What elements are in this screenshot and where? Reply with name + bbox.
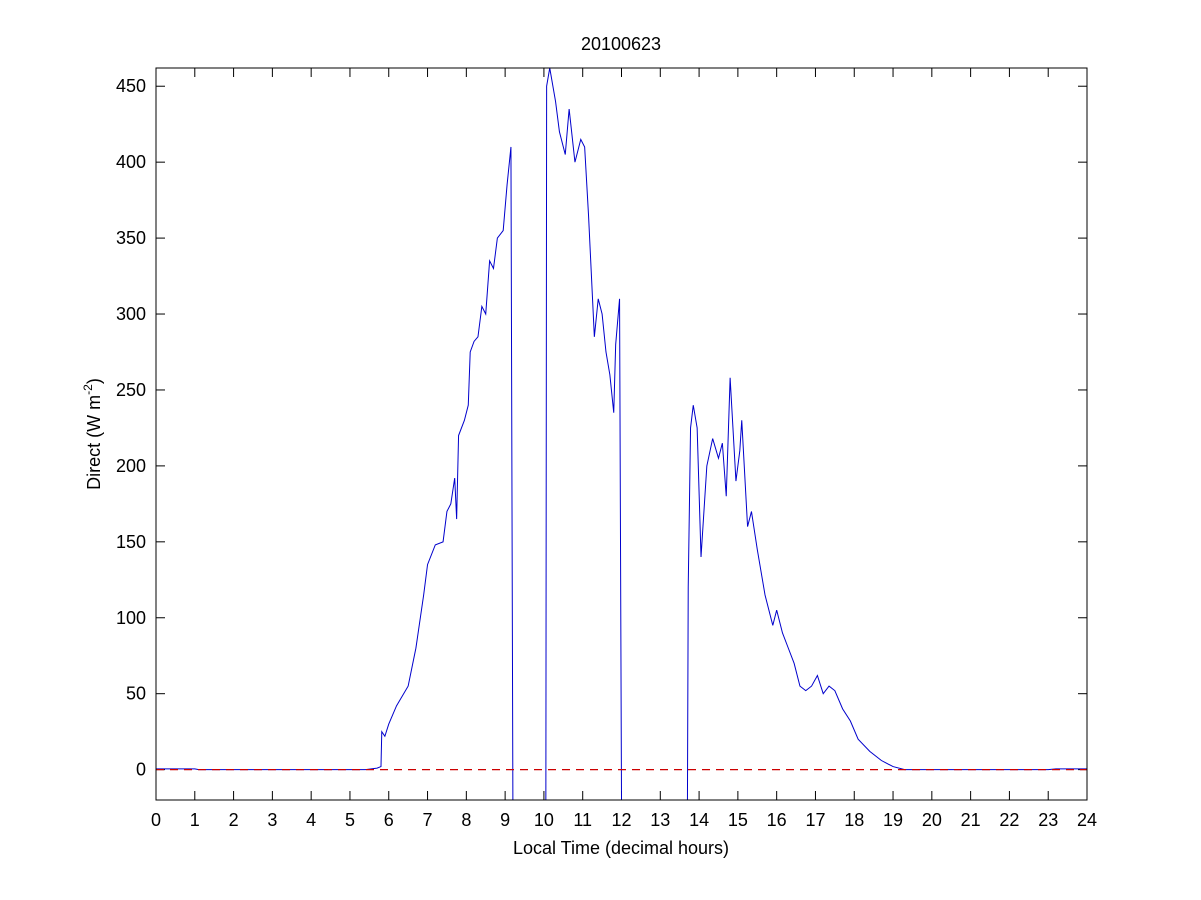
y-axis-label-sup: -2 <box>81 384 95 395</box>
data-line <box>156 68 1087 800</box>
x-tick-label: 10 <box>534 810 554 830</box>
x-tick-label: 22 <box>999 810 1019 830</box>
x-tick-label: 4 <box>306 810 316 830</box>
x-tick-label: 12 <box>611 810 631 830</box>
y-tick-label: 50 <box>126 684 146 704</box>
y-tick-label: 450 <box>116 76 146 96</box>
x-tick-label: 16 <box>767 810 787 830</box>
y-axis-label-main: Direct (W m <box>84 395 104 490</box>
x-tick-label: 14 <box>689 810 709 830</box>
y-tick-label: 0 <box>136 760 146 780</box>
x-tick-label: 24 <box>1077 810 1097 830</box>
chart-title: 20100623 <box>581 34 661 54</box>
y-tick-label: 250 <box>116 380 146 400</box>
y-tick-label: 300 <box>116 304 146 324</box>
y-tick-label: 200 <box>116 456 146 476</box>
x-tick-label: 1 <box>190 810 200 830</box>
x-tick-label: 11 <box>573 810 592 830</box>
x-tick-label: 20 <box>922 810 942 830</box>
x-tick-label: 8 <box>461 810 471 830</box>
y-axis-label: Direct (W m-2) <box>81 378 104 490</box>
x-axis-label: Local Time (decimal hours) <box>513 838 729 858</box>
x-tick-label: 0 <box>151 810 161 830</box>
x-tick-label: 19 <box>883 810 903 830</box>
x-tick-label: 21 <box>961 810 981 830</box>
x-tick-label: 18 <box>844 810 864 830</box>
x-tick-label: 5 <box>345 810 355 830</box>
y-axis-label-end: ) <box>84 378 104 384</box>
y-tick-label: 400 <box>116 152 146 172</box>
plot-frame <box>155 67 1088 801</box>
y-tick-label: 150 <box>116 532 146 552</box>
x-tick-label: 6 <box>384 810 394 830</box>
x-tick-label: 23 <box>1038 810 1058 830</box>
x-tick-label: 9 <box>500 810 510 830</box>
x-tick-label: 7 <box>423 810 433 830</box>
y-tick-label: 100 <box>116 608 146 628</box>
x-tick-label: 2 <box>229 810 239 830</box>
plot-area <box>156 68 1087 800</box>
x-tick-label: 13 <box>650 810 670 830</box>
y-tick-label: 350 <box>116 228 146 248</box>
x-tick-label: 17 <box>805 810 825 830</box>
x-tick-label: 3 <box>267 810 277 830</box>
x-tick-label: 15 <box>728 810 748 830</box>
